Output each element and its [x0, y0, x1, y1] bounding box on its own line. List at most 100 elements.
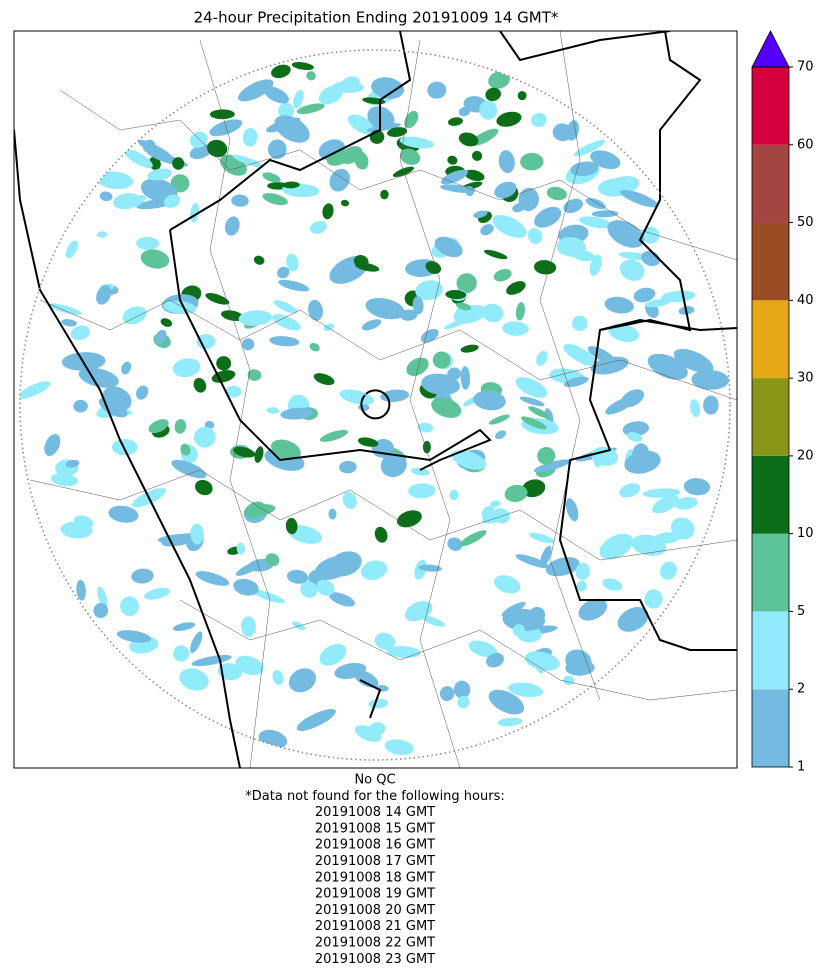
precip-blob — [563, 376, 589, 388]
precip-blob — [495, 430, 507, 440]
precip-blob — [493, 269, 512, 282]
precip-blob — [131, 568, 154, 584]
precip-blob — [122, 306, 147, 325]
precip-blob — [318, 85, 344, 105]
colorbar-tick-label: 60 — [797, 137, 814, 152]
precip-blob — [50, 473, 79, 487]
precip-blob — [512, 202, 526, 213]
precip-field — [20, 62, 730, 755]
precip-blob — [502, 608, 546, 632]
precip-blob — [125, 195, 147, 208]
precip-blob — [660, 290, 696, 303]
precip-blob — [626, 431, 643, 442]
precip-blob — [296, 103, 325, 115]
precip-blob — [170, 174, 190, 193]
precip-blob — [160, 318, 173, 327]
precip-blob — [493, 508, 510, 524]
precip-blob — [308, 299, 323, 321]
precip-blob — [96, 171, 134, 190]
precip-blob — [97, 586, 108, 608]
precip-blob — [73, 399, 88, 413]
precip-blob — [534, 206, 562, 228]
precip-blob — [366, 123, 401, 132]
colorbar-segment — [752, 67, 789, 145]
precip-blob — [216, 356, 232, 371]
colorbar-tick-label: 5 — [797, 604, 805, 619]
precip-blob — [380, 453, 407, 478]
precip-blob — [488, 689, 525, 715]
precip-blob — [361, 319, 382, 331]
precip-blob — [517, 91, 527, 101]
precip-blob — [473, 390, 506, 411]
colorbar-tick-label: 40 — [797, 293, 814, 308]
note-line: No QC — [354, 773, 395, 788]
precip-blob — [316, 579, 335, 596]
colorbar-segment — [752, 300, 789, 379]
precip-blob — [339, 460, 357, 474]
precip-blob — [172, 157, 185, 170]
precip-blob — [121, 361, 132, 375]
precip-blob — [494, 181, 517, 199]
precip-blob — [575, 562, 590, 580]
precip-blob — [576, 580, 588, 592]
precip-blob — [380, 189, 389, 200]
precip-blob — [253, 255, 265, 265]
precip-blob — [421, 373, 460, 396]
precip-blob — [278, 279, 310, 292]
precip-blob — [65, 459, 80, 468]
precip-blob — [502, 321, 529, 336]
colorbar-segment — [752, 378, 789, 456]
map — [14, 31, 737, 768]
precip-blob — [172, 622, 196, 631]
precip-blob — [458, 132, 479, 147]
precip-blob — [457, 695, 470, 709]
precip-blob — [497, 717, 523, 727]
precip-blob — [244, 504, 276, 516]
precip-blob — [399, 148, 421, 165]
precip-blob — [273, 300, 298, 314]
precip-blob — [154, 329, 167, 345]
precip-blob — [527, 228, 543, 244]
precip-blob — [417, 422, 434, 433]
precip-blob — [589, 254, 602, 276]
precip-blob — [221, 310, 244, 322]
precip-blob — [521, 416, 547, 430]
precip-blob — [278, 102, 294, 119]
precip-blob — [360, 560, 388, 581]
precip-blob — [404, 110, 419, 129]
precip-blob — [224, 216, 240, 236]
precip-blob — [242, 127, 258, 147]
precip-blob — [644, 589, 663, 609]
precip-blob — [195, 571, 230, 586]
note-line: 20191008 15 GMT — [315, 821, 435, 836]
precip-blob — [602, 578, 623, 591]
precip-blob — [285, 517, 298, 535]
precip-blob — [453, 680, 471, 699]
precip-blob — [392, 166, 415, 177]
precip-blob — [108, 505, 139, 523]
precip-blob — [533, 653, 544, 674]
precip-blob — [190, 523, 204, 545]
note-line: *Data not found for the following hours: — [245, 789, 504, 804]
precip-blob — [291, 62, 314, 71]
colorbar-segment — [752, 144, 789, 223]
precip-blob — [440, 169, 468, 185]
precip-blob — [473, 210, 488, 218]
precip-blob — [73, 515, 94, 529]
radar-range-ring — [19, 49, 731, 761]
precip-blob — [147, 168, 172, 181]
precip-blob — [384, 739, 414, 755]
precip-blob — [93, 603, 109, 619]
colorbar-segment — [752, 533, 789, 612]
precip-blob — [590, 356, 629, 375]
precip-blob — [144, 587, 171, 600]
precip-blob — [453, 304, 487, 324]
precip-blob — [340, 199, 350, 207]
precip-blob — [673, 348, 714, 374]
precip-blob — [533, 260, 557, 275]
precip-blob — [286, 253, 299, 272]
precip-blob — [520, 152, 544, 171]
precip-blob — [504, 484, 528, 503]
precip-blob — [556, 236, 587, 257]
precip-blob — [492, 214, 527, 238]
